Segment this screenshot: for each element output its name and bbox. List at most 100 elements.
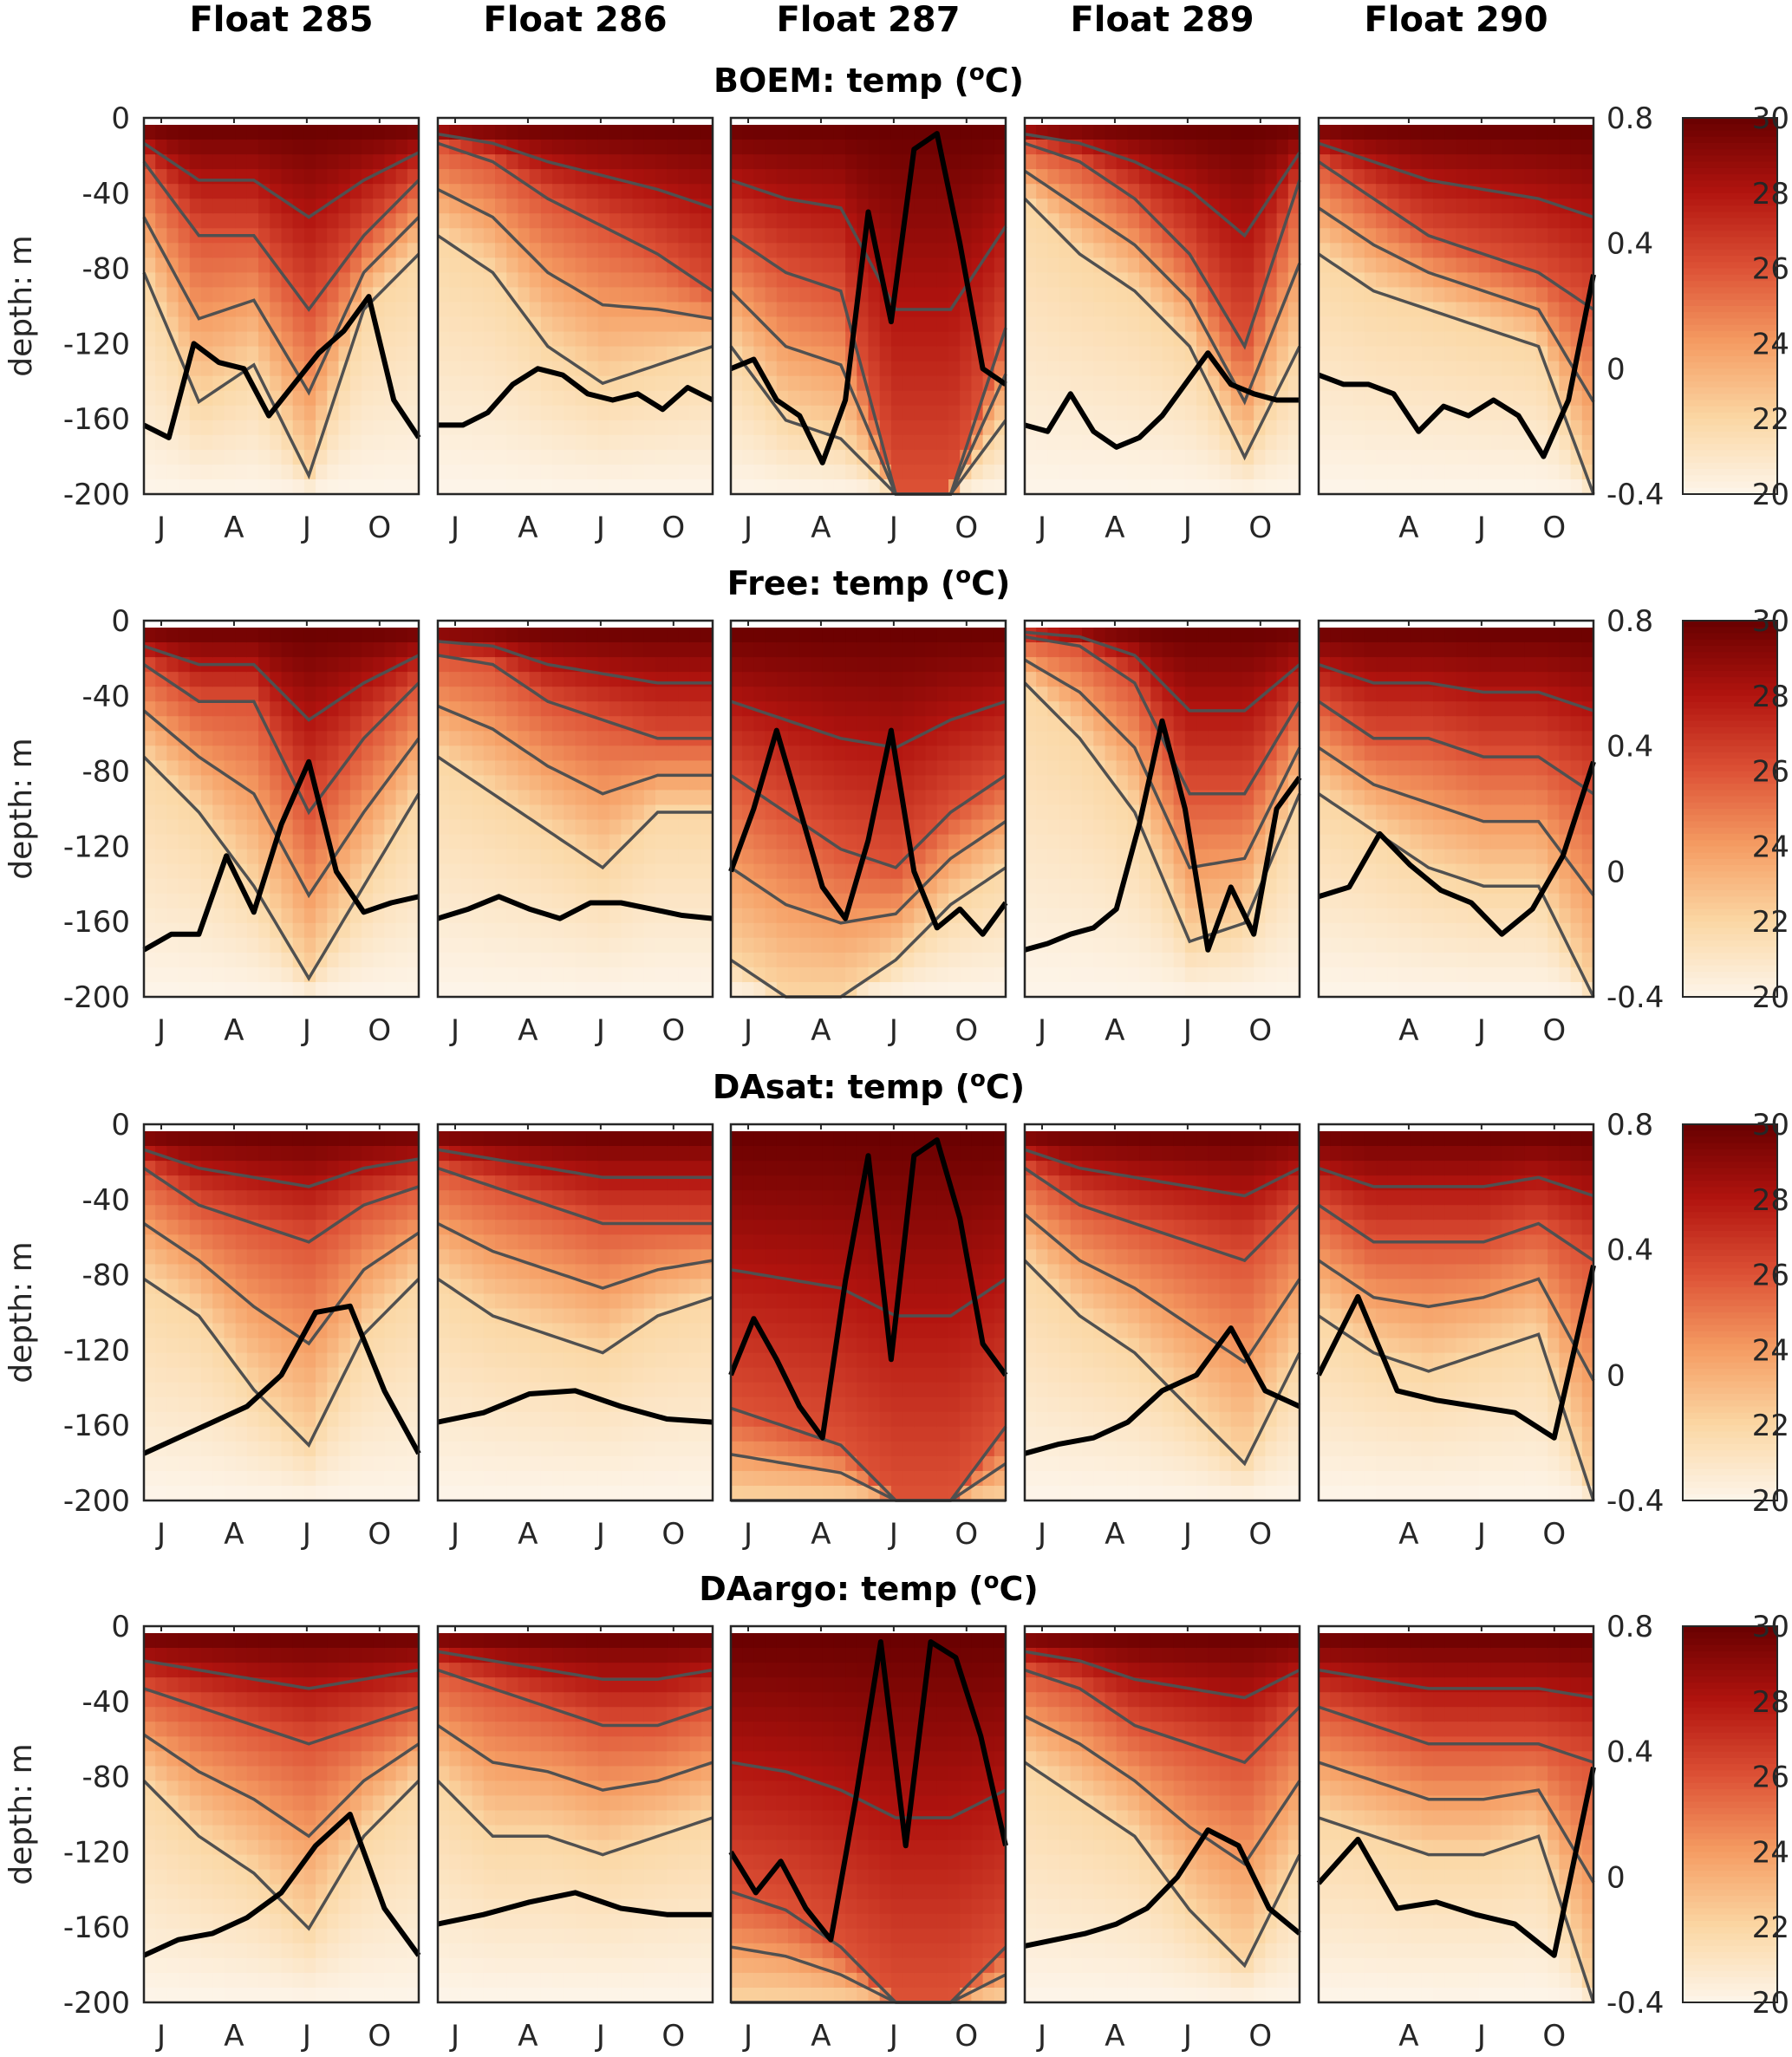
- heatmap-cell: [270, 154, 282, 170]
- heatmap-cell: [1059, 420, 1072, 436]
- heatmap-cell: [667, 332, 679, 348]
- heatmap-cell: [1093, 465, 1105, 480]
- heatmap-cell: [1288, 228, 1300, 244]
- heatmap-cell: [373, 125, 385, 140]
- heatmap-cell: [472, 347, 485, 362]
- heatmap-cell: [1387, 184, 1399, 199]
- heatmap-cell: [1353, 435, 1365, 451]
- heatmap-cell: [937, 376, 949, 392]
- heatmap-cell: [282, 184, 294, 199]
- heatmap-cell: [1422, 140, 1434, 155]
- heatmap-cell: [495, 125, 507, 140]
- heatmap-cell: [971, 125, 983, 140]
- heatmap-cell: [1036, 376, 1048, 392]
- heatmap-cell: [327, 465, 339, 480]
- heatmap-cell: [983, 303, 995, 318]
- heatmap-cell: [1196, 125, 1209, 140]
- heatmap-cell: [1277, 140, 1289, 155]
- x-tick-label: J: [742, 511, 753, 545]
- heatmap-cell: [1025, 332, 1037, 348]
- heatmap-cell: [598, 243, 610, 258]
- heatmap-cell: [1341, 450, 1353, 465]
- heatmap-cell: [1265, 361, 1277, 377]
- heatmap-cell: [857, 332, 869, 348]
- heatmap-cell: [766, 287, 778, 303]
- heatmap-cell: [373, 228, 385, 244]
- heatmap-cell: [834, 169, 846, 185]
- heatmap-cell: [753, 228, 766, 244]
- column-title: Float 287: [776, 0, 960, 40]
- heatmap-cell: [1411, 154, 1423, 170]
- heatmap-cell: [373, 406, 385, 421]
- heatmap-cell: [766, 154, 778, 170]
- heatmap-cell: [460, 435, 472, 451]
- heatmap-cell: [1047, 479, 1059, 495]
- heatmap-cell: [236, 287, 248, 303]
- heatmap-cell: [495, 243, 507, 258]
- heatmap-cell: [552, 435, 564, 451]
- heatmap-cell: [971, 243, 983, 258]
- heatmap-cell: [742, 257, 754, 273]
- heatmap-cell: [1341, 435, 1353, 451]
- heatmap-cell: [903, 347, 915, 362]
- heatmap-cell: [1185, 154, 1197, 170]
- heatmap-cell: [948, 376, 961, 392]
- heatmap-cell: [1220, 228, 1232, 244]
- heatmap-cell: [1411, 199, 1423, 214]
- heatmap-cell: [1231, 272, 1243, 288]
- heatmap-cell: [1231, 125, 1243, 140]
- heatmap-cell: [1185, 140, 1197, 155]
- heatmap-cell: [316, 376, 328, 392]
- heatmap-cell: [552, 450, 564, 465]
- heatmap-cell: [495, 199, 507, 214]
- heatmap-cell: [777, 272, 789, 288]
- heatmap-cell: [1254, 184, 1266, 199]
- heatmap-cell: [753, 406, 766, 421]
- heatmap-cell: [396, 303, 408, 318]
- heatmap-cell: [690, 184, 702, 199]
- heatmap-cell: [994, 287, 1007, 303]
- heatmap-cell: [1185, 317, 1197, 333]
- heatmap-cell: [845, 406, 857, 421]
- heatmap-cell: [258, 272, 270, 288]
- heatmap-cell: [384, 465, 396, 480]
- heatmap-cell: [655, 287, 668, 303]
- heatmap-cell: [1231, 243, 1243, 258]
- heatmap-cell: [731, 420, 743, 436]
- heatmap-cell: [270, 213, 282, 229]
- heatmap-cell: [484, 317, 496, 333]
- heatmap-cell: [609, 287, 622, 303]
- heatmap-cell: [270, 450, 282, 465]
- heatmap-cell: [994, 184, 1007, 199]
- heatmap-cell: [1254, 140, 1266, 155]
- heatmap-cell: [742, 332, 754, 348]
- heatmap-cell: [1150, 391, 1163, 407]
- heatmap-cell: [960, 406, 972, 421]
- heatmap-cell: [891, 450, 903, 465]
- heatmap-cell: [472, 213, 485, 229]
- heatmap-cell: [1387, 420, 1399, 436]
- heatmap-cell: [506, 406, 518, 421]
- heatmap-cell: [678, 465, 690, 480]
- heatmap-cell: [587, 140, 599, 155]
- heatmap-cell: [144, 406, 156, 421]
- heatmap-cell: [396, 213, 408, 229]
- heatmap-cell: [236, 406, 248, 421]
- heatmap-cell: [564, 450, 576, 465]
- heatmap-cell: [225, 257, 237, 273]
- heatmap-cell: [384, 317, 396, 333]
- heatmap-cell: [212, 272, 225, 288]
- heatmap-cell: [587, 184, 599, 199]
- heatmap-cell: [484, 420, 496, 436]
- heatmap-cell: [530, 435, 542, 451]
- heatmap-cell: [903, 243, 915, 258]
- heatmap-cell: [777, 228, 789, 244]
- heatmap-cell: [1093, 361, 1105, 377]
- heatmap-cell: [1208, 169, 1220, 185]
- heatmap-cell: [564, 435, 576, 451]
- heatmap-cell: [552, 303, 564, 318]
- heatmap-cell: [1163, 347, 1175, 362]
- heatmap-cell: [1319, 332, 1331, 348]
- heatmap-cell: [1117, 361, 1129, 377]
- heatmap-cell: [438, 243, 450, 258]
